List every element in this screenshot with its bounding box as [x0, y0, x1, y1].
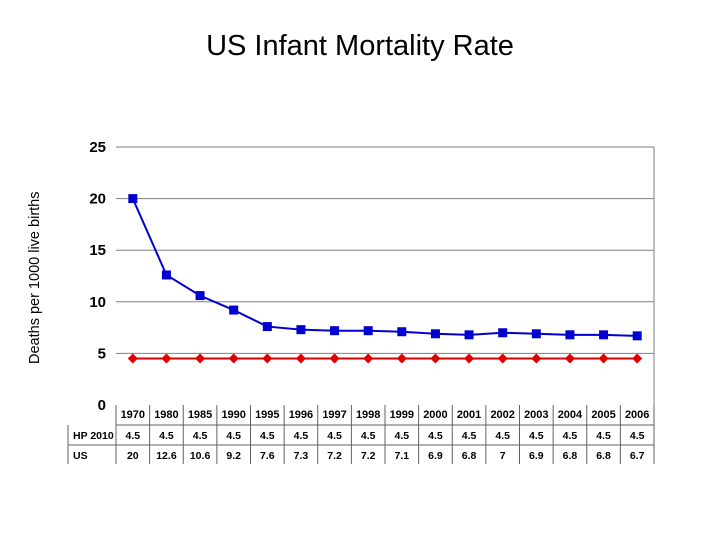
data-point — [564, 353, 575, 364]
data-point — [464, 330, 474, 340]
y-tick-label: 0 — [98, 397, 106, 414]
data-point — [498, 328, 508, 338]
y-tick-label: 25 — [89, 139, 106, 156]
data-point — [464, 353, 475, 364]
y-tick-label: 5 — [98, 345, 106, 362]
table-cell: 7.1 — [395, 450, 410, 462]
y-tick-label: 10 — [89, 294, 106, 311]
table-cell: 6.7 — [630, 450, 645, 462]
data-point — [430, 329, 440, 339]
x-tick-label: 2006 — [625, 409, 649, 421]
table-cell: 7 — [500, 450, 506, 462]
data-point — [363, 326, 373, 336]
table-cell: 4.5 — [294, 430, 309, 442]
table-cell: 4.5 — [630, 430, 645, 442]
data-point — [531, 329, 541, 339]
x-tick-label: 2005 — [591, 409, 615, 421]
x-tick-label: 1970 — [121, 409, 145, 421]
data-point — [262, 353, 273, 364]
data-point — [598, 353, 609, 364]
table-cell: 10.6 — [190, 450, 211, 462]
table-cell: 4.5 — [361, 430, 376, 442]
data-point — [228, 353, 239, 364]
x-tick-label: 2003 — [524, 409, 548, 421]
data-point — [531, 353, 542, 364]
x-tick-label: 2000 — [423, 409, 447, 421]
table-cell: 4.5 — [226, 430, 241, 442]
data-point — [430, 353, 441, 364]
table-cell: 6.8 — [596, 450, 611, 462]
x-tick-label: 2002 — [490, 409, 514, 421]
table-cell: 7.2 — [327, 450, 342, 462]
data-point — [195, 353, 206, 364]
table-cell: 4.5 — [563, 430, 578, 442]
table-cell: 4.5 — [529, 430, 544, 442]
data-point — [599, 330, 609, 340]
table-cell: 4.5 — [193, 430, 208, 442]
data-point — [128, 194, 138, 204]
x-tick-label: 1998 — [356, 409, 380, 421]
x-tick-label: 1999 — [390, 409, 414, 421]
x-tick-label: 1997 — [322, 409, 346, 421]
data-point — [295, 353, 306, 364]
y-tick-label: 15 — [89, 242, 106, 259]
table-row-label: HP 2010 — [73, 430, 114, 442]
data-point — [565, 330, 575, 340]
x-tick-label: 1985 — [188, 409, 212, 421]
table-cell: 12.6 — [156, 450, 177, 462]
x-tick-label: 1995 — [255, 409, 279, 421]
data-point — [161, 270, 171, 280]
table-cell: 4.5 — [462, 430, 477, 442]
data-point — [330, 326, 340, 336]
table-cell: 4.5 — [126, 430, 141, 442]
table-cell: 7.6 — [260, 450, 275, 462]
table-cell: 20 — [127, 450, 139, 462]
x-tick-label: 2004 — [558, 409, 583, 421]
data-point — [195, 291, 205, 301]
data-point — [632, 353, 643, 364]
data-point — [262, 322, 272, 332]
data-point — [229, 305, 239, 315]
table-cell: 9.2 — [226, 450, 241, 462]
table-cell: 4.5 — [327, 430, 342, 442]
data-point — [497, 353, 508, 364]
data-point — [632, 331, 642, 341]
chart-title: US Infant Mortality Rate — [206, 30, 514, 62]
data-point — [396, 353, 407, 364]
data-point — [397, 327, 407, 337]
x-tick-label: 2001 — [457, 409, 481, 421]
table-cell: 4.5 — [395, 430, 410, 442]
table-cell: 6.8 — [563, 450, 578, 462]
table-cell: 4.5 — [428, 430, 443, 442]
x-tick-label: 1980 — [154, 409, 178, 421]
table-cell: 4.5 — [260, 430, 275, 442]
data-point — [363, 353, 374, 364]
x-tick-label: 1996 — [289, 409, 313, 421]
table-cell: 7.3 — [294, 450, 309, 462]
series-line — [131, 198, 638, 337]
y-tick-label: 20 — [89, 191, 106, 208]
x-tick-label: 1990 — [221, 409, 245, 421]
data-point — [329, 353, 340, 364]
table-cell: 6.8 — [462, 450, 477, 462]
table-cell: 7.2 — [361, 450, 376, 462]
data-point — [161, 353, 172, 364]
table-row-label: US — [73, 450, 88, 462]
table-cell: 6.9 — [428, 450, 443, 462]
data-point — [127, 353, 138, 364]
table-cell: 4.5 — [495, 430, 510, 442]
table-cell: 6.9 — [529, 450, 544, 462]
table-cell: 4.5 — [159, 430, 174, 442]
table-cell: 4.5 — [596, 430, 611, 442]
data-point — [296, 325, 306, 335]
